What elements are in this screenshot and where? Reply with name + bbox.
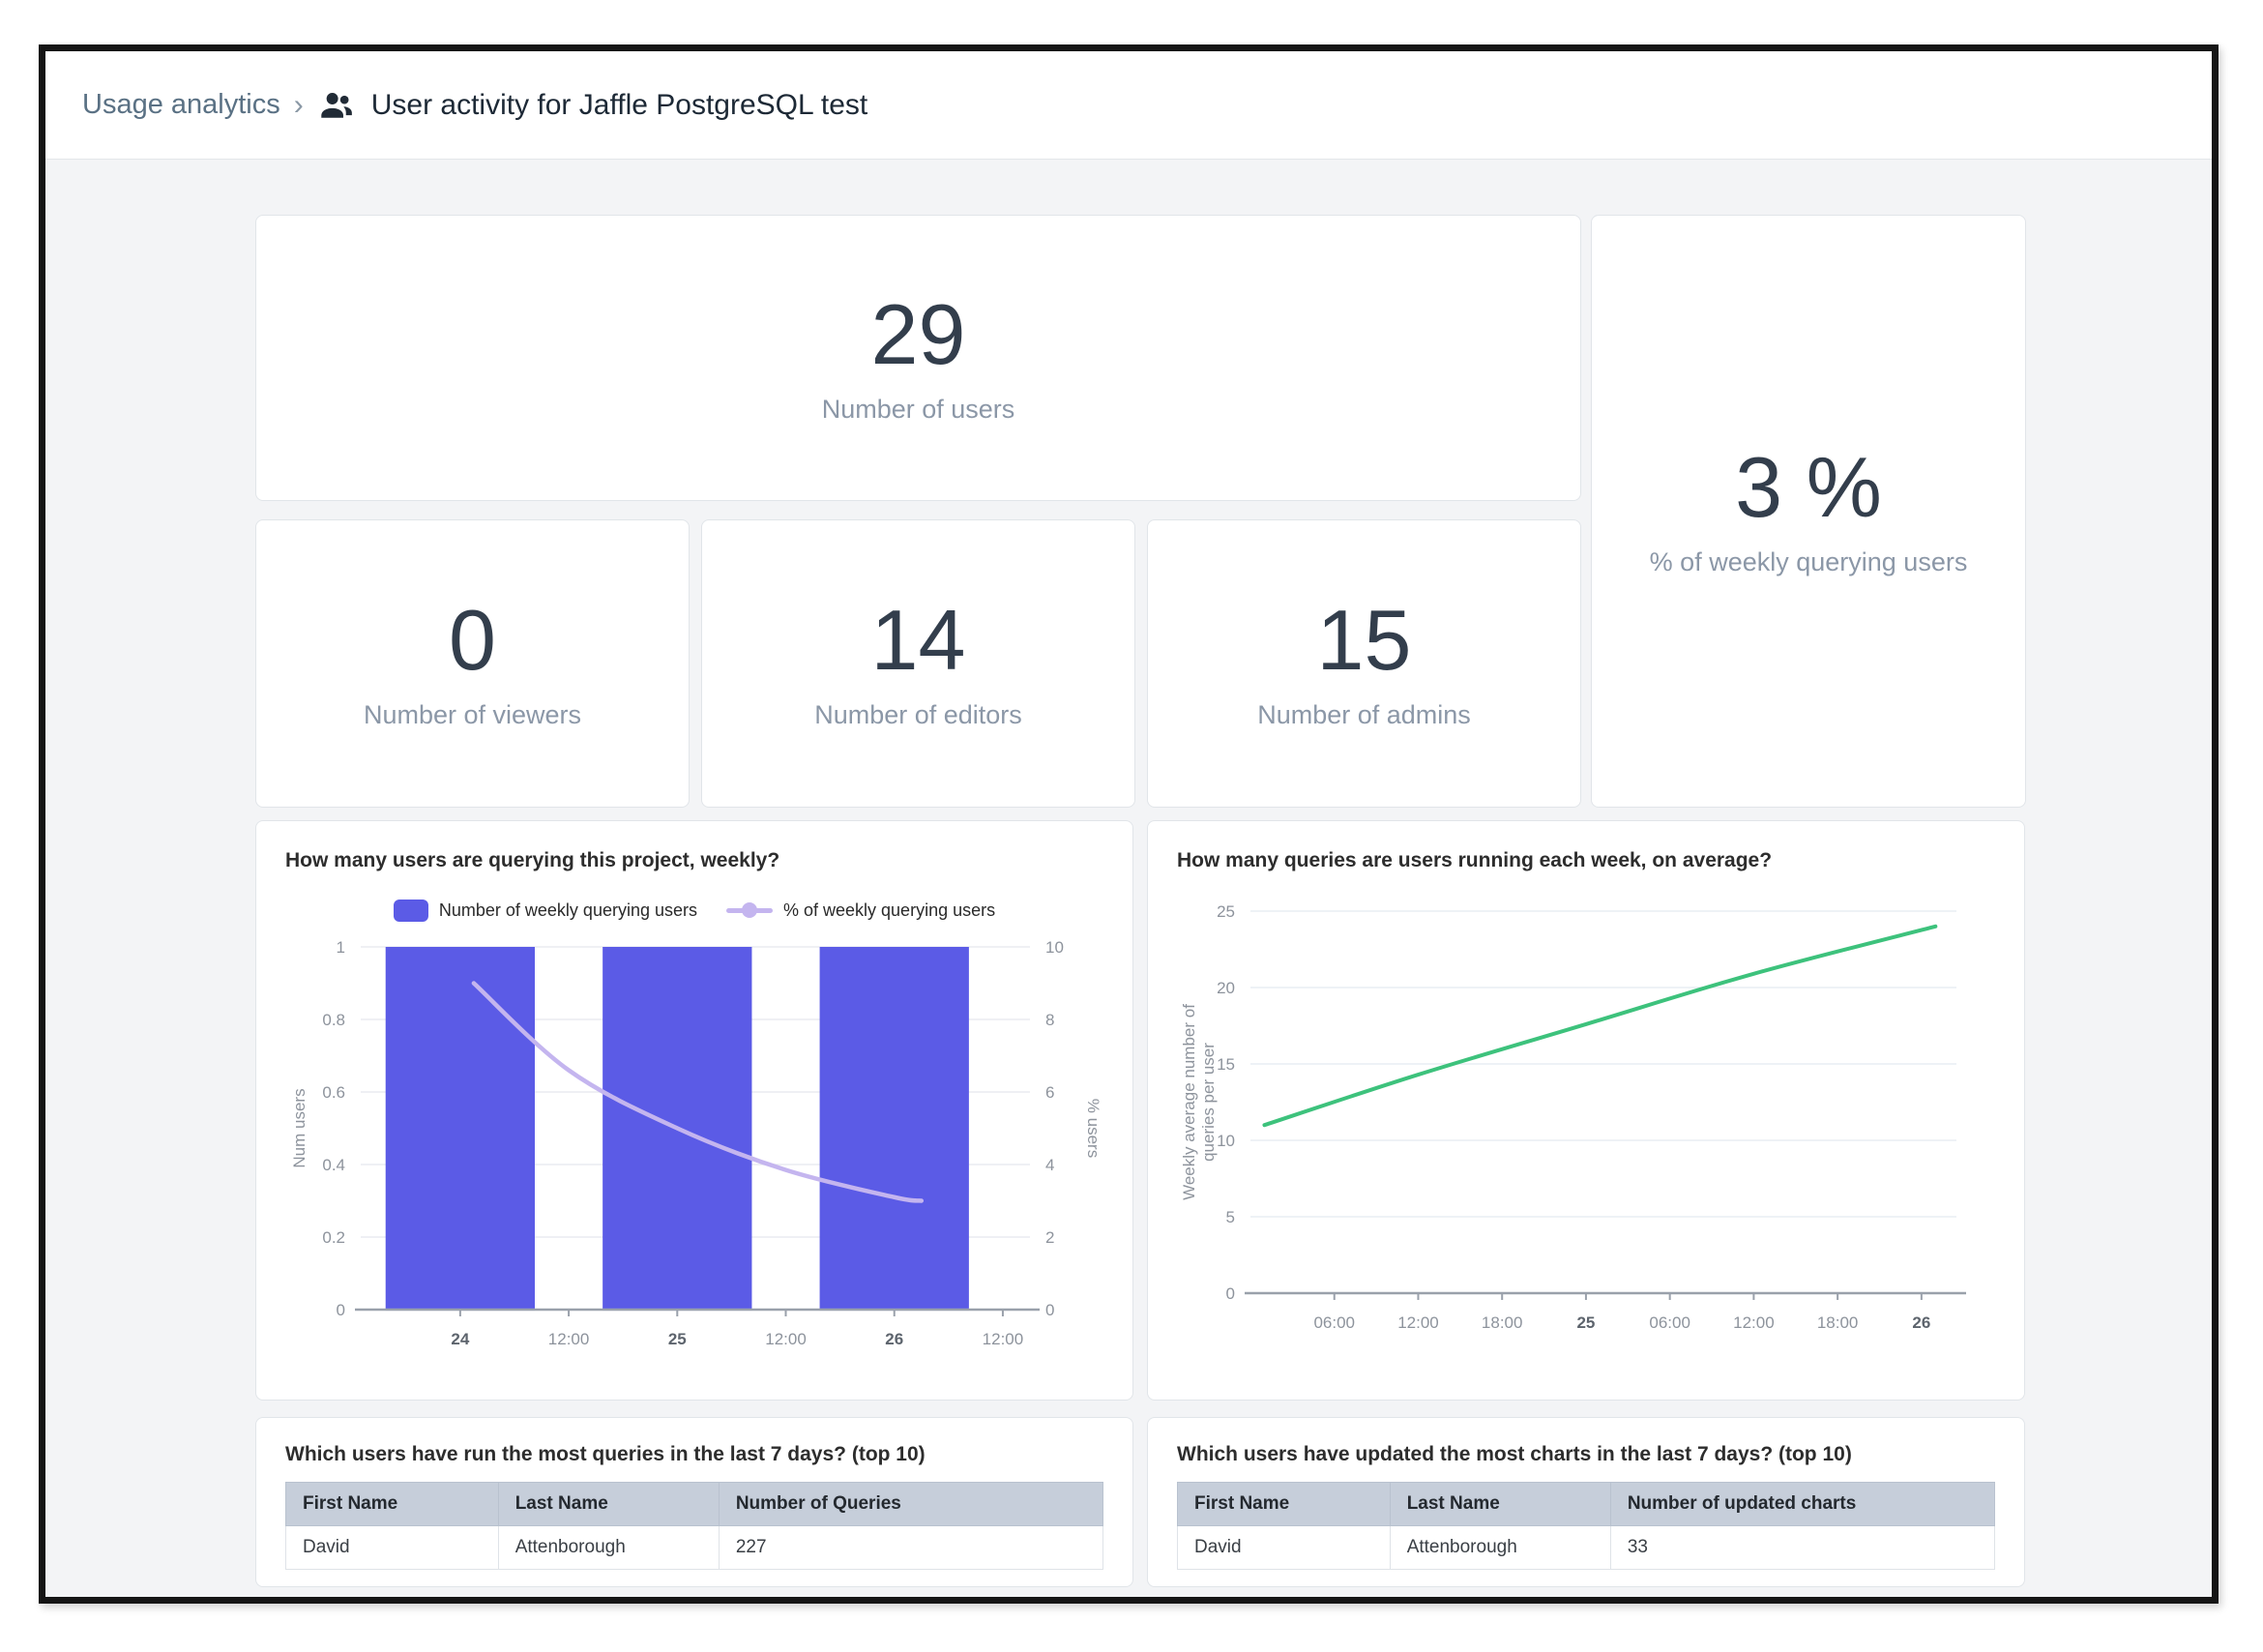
svg-text:queries per user: queries per user [1199, 1043, 1218, 1162]
column-header-last-name: Last Name [497, 1482, 720, 1526]
app-window: Usage analytics › User activity for Jaff… [39, 44, 2219, 1604]
svg-text:0: 0 [1226, 1284, 1235, 1303]
header: Usage analytics › User activity for Jaff… [45, 51, 2212, 160]
svg-text:12:00: 12:00 [1733, 1313, 1775, 1332]
svg-text:2: 2 [1045, 1228, 1054, 1247]
stat-card-number-of-users: 29 Number of users [255, 215, 1581, 501]
svg-text:4: 4 [1045, 1156, 1054, 1174]
svg-text:% users: % users [1084, 1099, 1102, 1158]
legend-line-swatch-icon [726, 902, 773, 918]
stat-value-admins: 15 [1316, 591, 1412, 688]
svg-text:0: 0 [337, 1301, 345, 1319]
table-header-row: First Name Last Name Number of Queries [285, 1482, 1104, 1526]
top-query-users-table: First Name Last Name Number of Queries D… [285, 1482, 1104, 1570]
svg-text:20: 20 [1217, 979, 1235, 997]
legend-line-label: % of weekly querying users [783, 900, 996, 920]
stat-value-editors: 14 [870, 591, 966, 688]
legend-item-line: % of weekly querying users [726, 900, 995, 921]
svg-text:Weekly average number of: Weekly average number of [1180, 1004, 1198, 1200]
svg-text:12:00: 12:00 [983, 1330, 1024, 1348]
breadcrumb-separator-icon: › [293, 88, 304, 121]
svg-text:1: 1 [337, 938, 345, 957]
column-header-last-name: Last Name [1389, 1482, 1611, 1526]
chart-title-average-queries: How many queries are users running each … [1177, 849, 1773, 871]
chart-legend: Number of weekly querying users % of wee… [279, 899, 1109, 922]
table-row: David Attenborough 227 [285, 1525, 1104, 1570]
svg-text:12:00: 12:00 [548, 1330, 590, 1348]
svg-text:15: 15 [1217, 1055, 1235, 1074]
column-header-number-of-queries: Number of Queries [718, 1482, 1104, 1526]
stat-value-viewers: 0 [449, 591, 496, 688]
chart-card-weekly-querying-users: How many users are querying this project… [255, 820, 1133, 1401]
column-header-first-name: First Name [285, 1482, 499, 1526]
svg-text:0.6: 0.6 [322, 1083, 345, 1102]
table-title-top-query-users: Which users have run the most queries in… [285, 1443, 926, 1465]
svg-text:12:00: 12:00 [1397, 1313, 1439, 1332]
svg-text:12:00: 12:00 [765, 1330, 807, 1348]
table-row: David Attenborough 33 [1177, 1525, 1996, 1570]
legend-bar-swatch-icon [393, 899, 428, 922]
top-chart-updaters-table: First Name Last Name Number of updated c… [1177, 1482, 1996, 1570]
svg-text:0: 0 [1045, 1301, 1054, 1319]
svg-text:25: 25 [1576, 1313, 1595, 1332]
svg-text:26: 26 [1912, 1313, 1930, 1332]
cell-last-name: Attenborough [1389, 1525, 1611, 1570]
stat-value-weekly-querying: 3 % [1735, 439, 1882, 535]
stat-label-admins: Number of admins [1257, 699, 1471, 729]
svg-text:24: 24 [451, 1330, 469, 1348]
svg-text:0.4: 0.4 [322, 1156, 345, 1174]
svg-text:06:00: 06:00 [1313, 1313, 1355, 1332]
stat-value-users: 29 [870, 285, 966, 382]
svg-text:25: 25 [668, 1330, 687, 1348]
svg-text:10: 10 [1045, 938, 1064, 957]
cell-number-of-updated-charts: 33 [1609, 1525, 1996, 1570]
legend-item-bar: Number of weekly querying users [393, 899, 697, 922]
svg-text:5: 5 [1226, 1208, 1235, 1226]
page-title: User activity for Jaffle PostgreSQL test [370, 88, 868, 121]
stat-label-viewers: Number of viewers [363, 699, 582, 729]
svg-text:06:00: 06:00 [1649, 1313, 1690, 1332]
cell-first-name: David [1177, 1525, 1391, 1570]
svg-text:10: 10 [1217, 1132, 1235, 1150]
column-header-number-of-updated-charts: Number of updated charts [1609, 1482, 1996, 1526]
users-group-icon [319, 90, 354, 121]
svg-text:6: 6 [1045, 1083, 1054, 1102]
stat-card-number-of-editors: 14 Number of editors [701, 519, 1135, 808]
cell-number-of-queries: 227 [718, 1525, 1104, 1570]
cell-first-name: David [285, 1525, 499, 1570]
stat-card-number-of-viewers: 0 Number of viewers [255, 519, 690, 808]
svg-text:26: 26 [885, 1330, 903, 1348]
column-header-first-name: First Name [1177, 1482, 1391, 1526]
svg-text:8: 8 [1045, 1011, 1054, 1029]
svg-text:18:00: 18:00 [1482, 1313, 1523, 1332]
table-card-top-chart-updaters: Which users have updated the most charts… [1147, 1417, 2025, 1587]
stat-card-weekly-querying-users: 3 % % of weekly querying users [1591, 215, 2026, 808]
table-header-row: First Name Last Name Number of updated c… [1177, 1482, 1996, 1526]
chart-card-average-queries: How many queries are users running each … [1147, 820, 2025, 1401]
chart-title-weekly-querying-users: How many users are querying this project… [285, 849, 780, 871]
dashboard-body: 29 Number of users 0 Number of viewers 1… [45, 160, 2212, 1597]
table-card-top-query-users: Which users have run the most queries in… [255, 1417, 1133, 1587]
svg-text:Num users: Num users [290, 1088, 309, 1167]
table-title-top-chart-updaters: Which users have updated the most charts… [1177, 1443, 1852, 1465]
svg-text:0.8: 0.8 [322, 1011, 345, 1029]
stat-label-editors: Number of editors [814, 699, 1022, 729]
breadcrumb-usage-analytics[interactable]: Usage analytics [82, 89, 280, 120]
average-queries-line-chart: 0 5 10 15 20 25 06:00 12:00 18:00 25 06:00 12:00 18:… [1180, 902, 1966, 1332]
stat-label-weekly-querying: % of weekly querying users [1649, 547, 1968, 576]
stat-card-number-of-admins: 15 Number of admins [1147, 519, 1581, 808]
svg-text:18:00: 18:00 [1817, 1313, 1859, 1332]
stat-label-users: Number of users [821, 394, 1015, 424]
legend-bar-label: Number of weekly querying users [438, 900, 697, 920]
cell-last-name: Attenborough [497, 1525, 720, 1570]
svg-text:25: 25 [1217, 902, 1235, 921]
svg-text:0.2: 0.2 [322, 1228, 345, 1247]
